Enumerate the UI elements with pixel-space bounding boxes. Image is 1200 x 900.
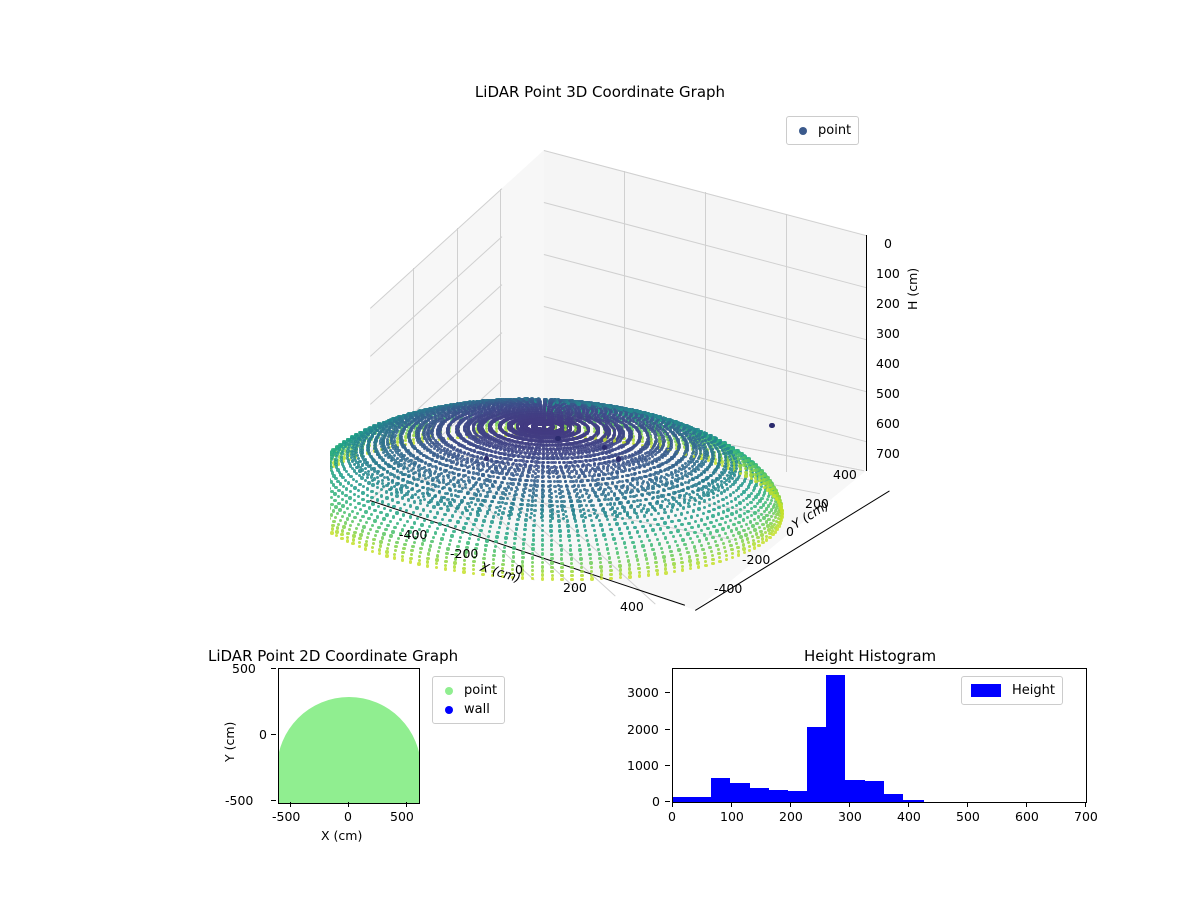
plot2d-ytick-0: 0 bbox=[259, 727, 267, 742]
histogram-bar bbox=[807, 727, 826, 802]
plot2d-ytick--500: -500 bbox=[225, 793, 253, 808]
legend-item-point: point bbox=[440, 681, 497, 700]
plot2d-axes[interactable] bbox=[278, 668, 420, 804]
hist-xtick-700: 700 bbox=[1074, 809, 1098, 824]
legend-label: point bbox=[464, 683, 497, 698]
plot2d-xtick--500: -500 bbox=[272, 809, 300, 824]
histogram-bar bbox=[711, 778, 730, 802]
histogram-bar bbox=[884, 794, 903, 802]
ztick-400: 400 bbox=[876, 356, 900, 371]
ytick--200: -200 bbox=[742, 552, 770, 567]
hist-ytick-2000: 2000 bbox=[627, 722, 659, 737]
ztick-700: 700 bbox=[876, 446, 900, 461]
legend-item-point: point bbox=[794, 121, 851, 140]
xtick--200: -200 bbox=[450, 546, 478, 561]
xtick--400: -400 bbox=[399, 527, 427, 542]
histogram-bar bbox=[692, 797, 711, 802]
hist-xtick-400: 400 bbox=[897, 809, 921, 824]
legend-label: point bbox=[818, 123, 851, 138]
plot3d-title: LiDAR Point 3D Coordinate Graph bbox=[0, 83, 1200, 101]
wall-marker-icon bbox=[445, 706, 453, 714]
ytick-400: 400 bbox=[833, 467, 857, 482]
ztick-100: 100 bbox=[876, 266, 900, 281]
point-marker-icon bbox=[445, 687, 453, 695]
height-bar-icon bbox=[971, 684, 1001, 697]
ztick-500: 500 bbox=[876, 386, 900, 401]
histogram-title: Height Histogram bbox=[804, 647, 936, 665]
histogram-bar bbox=[865, 781, 884, 802]
ztick-300: 300 bbox=[876, 326, 900, 341]
legend-label: Height bbox=[1012, 683, 1055, 698]
ytick--400: -400 bbox=[714, 581, 742, 596]
histogram-bar bbox=[845, 780, 864, 802]
xtick-400: 400 bbox=[620, 599, 644, 614]
hist-xtick-200: 200 bbox=[779, 809, 803, 824]
legend-item-height: Height bbox=[969, 681, 1055, 700]
hist-xtick-0: 0 bbox=[668, 809, 676, 824]
ztick-0: 0 bbox=[884, 236, 892, 251]
hist-ytick-3000: 3000 bbox=[627, 685, 659, 700]
axis-label-h: H (cm) bbox=[905, 268, 920, 310]
legend-label: wall bbox=[464, 702, 490, 717]
hist-ytick-1000: 1000 bbox=[627, 758, 659, 773]
lidar-point-cloud-3d bbox=[330, 140, 890, 620]
hist-ytick-0: 0 bbox=[652, 794, 660, 809]
plot2d-xtick-500: 500 bbox=[390, 809, 414, 824]
histogram-bar bbox=[788, 791, 807, 803]
histogram-bar bbox=[826, 675, 845, 802]
histogram-bar bbox=[673, 797, 692, 802]
hist-xtick-100: 100 bbox=[720, 809, 744, 824]
point-marker-icon bbox=[799, 127, 807, 135]
ztick-200: 200 bbox=[876, 296, 900, 311]
plot2d-axis-label-y: Y (cm) bbox=[222, 722, 237, 762]
plot2d-legend: point wall bbox=[432, 676, 505, 724]
hist-xtick-500: 500 bbox=[956, 809, 980, 824]
lidar-point-cloud-2d bbox=[278, 697, 420, 804]
plot3d-axes[interactable] bbox=[330, 140, 890, 620]
plot2d-xtick-0: 0 bbox=[344, 809, 352, 824]
hist-xtick-600: 600 bbox=[1015, 809, 1039, 824]
histogram-bar bbox=[750, 788, 769, 802]
plot2d-ytick-500: 500 bbox=[232, 661, 256, 676]
histogram-bar bbox=[903, 800, 924, 802]
histogram-bar bbox=[769, 790, 788, 802]
legend-item-wall: wall bbox=[440, 700, 497, 719]
histogram-legend: Height bbox=[961, 676, 1063, 705]
histogram-bar bbox=[730, 783, 749, 802]
ztick-600: 600 bbox=[876, 416, 900, 431]
hist-xtick-300: 300 bbox=[838, 809, 862, 824]
xtick-200: 200 bbox=[563, 580, 587, 595]
plot2d-axis-label-x: X (cm) bbox=[321, 828, 362, 843]
